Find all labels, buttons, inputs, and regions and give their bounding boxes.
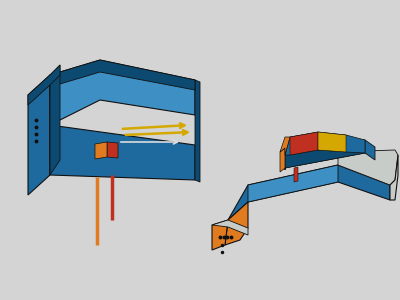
Polygon shape xyxy=(285,140,375,170)
Polygon shape xyxy=(50,125,195,180)
Polygon shape xyxy=(280,148,285,172)
Polygon shape xyxy=(294,167,298,182)
Polygon shape xyxy=(195,80,200,182)
Polygon shape xyxy=(285,140,365,168)
Polygon shape xyxy=(212,220,248,235)
Polygon shape xyxy=(285,132,365,155)
Polygon shape xyxy=(107,142,118,158)
Polygon shape xyxy=(212,220,228,250)
Polygon shape xyxy=(280,137,290,155)
Polygon shape xyxy=(228,165,390,220)
Polygon shape xyxy=(248,165,338,202)
Polygon shape xyxy=(390,155,398,200)
Polygon shape xyxy=(290,132,318,155)
Polygon shape xyxy=(318,132,346,152)
Polygon shape xyxy=(50,60,195,125)
Polygon shape xyxy=(338,150,398,185)
Polygon shape xyxy=(95,142,107,159)
Polygon shape xyxy=(225,202,248,245)
Polygon shape xyxy=(28,65,60,105)
Polygon shape xyxy=(50,60,195,95)
Polygon shape xyxy=(28,75,50,195)
Polygon shape xyxy=(50,65,60,175)
